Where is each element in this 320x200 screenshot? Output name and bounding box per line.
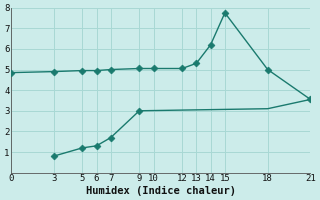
X-axis label: Humidex (Indice chaleur): Humidex (Indice chaleur) [86, 186, 236, 196]
